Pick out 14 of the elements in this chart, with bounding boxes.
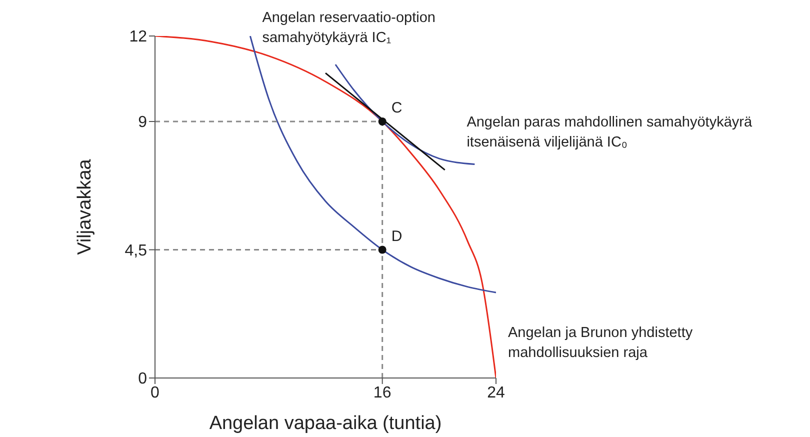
y-tick-label: 0	[138, 370, 148, 388]
y-axis-title: Viljavakkaa	[74, 158, 96, 255]
y-tick-label: 12	[129, 28, 148, 46]
series-label: Angelan reservaatio-option samahyötykäyrä IC₁	[262, 10, 436, 46]
data-label: C	[391, 100, 402, 116]
x-tick-label: 24	[487, 384, 505, 402]
x-tick-label: 0	[150, 384, 160, 402]
x-axis-title: Angelan vapaa-aika (tuntia)	[209, 413, 442, 434]
series-label: Angelan ja Brunon yhdistetty mahdollisuuksien raja	[508, 325, 694, 361]
x-tick-label: 16	[373, 384, 392, 402]
data-label: D	[391, 228, 402, 245]
y-tick-label: 4,5	[124, 242, 148, 260]
y-tick-label: 9	[138, 114, 148, 132]
series-label: Angelan paras mahdollinen samahyötykäyrä itsenäisenä viljelijänä IC₀	[466, 114, 753, 150]
